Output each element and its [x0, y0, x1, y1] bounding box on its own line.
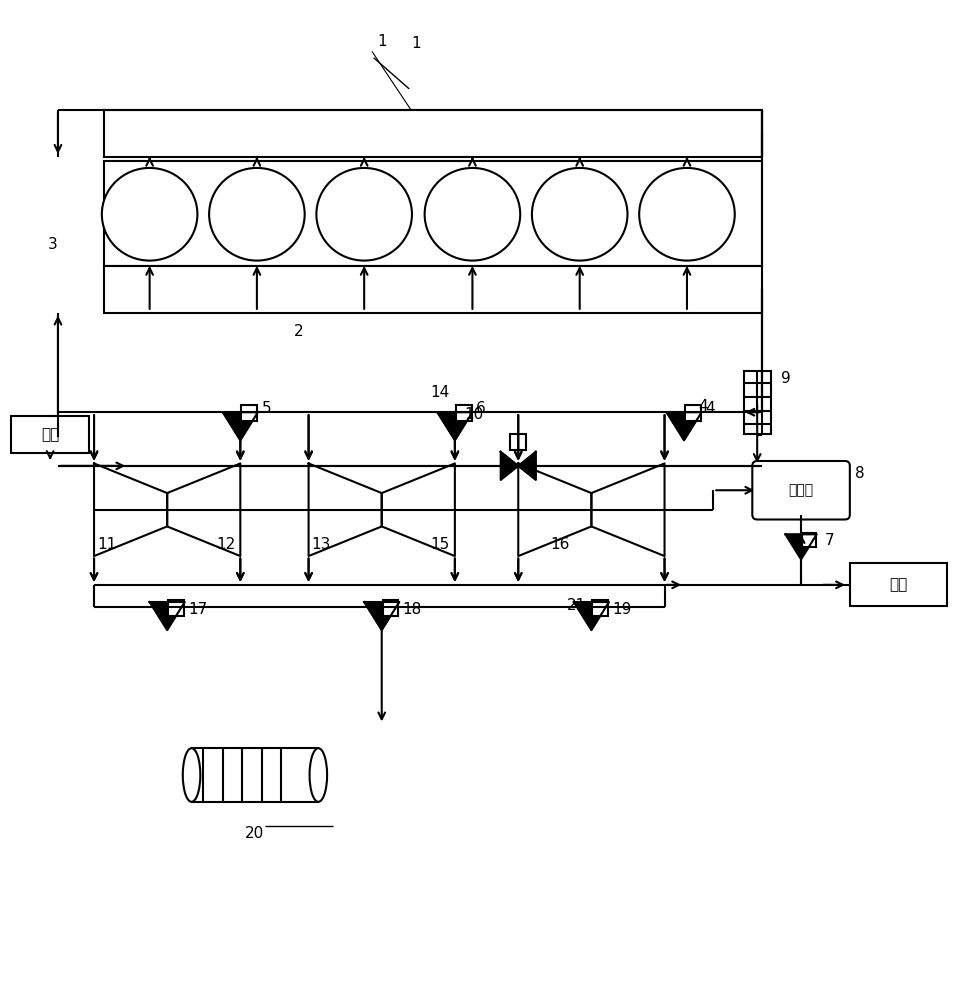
Bar — [592, 600, 608, 616]
Text: 2: 2 — [294, 324, 303, 339]
Ellipse shape — [424, 168, 520, 261]
Text: 1: 1 — [376, 34, 386, 49]
Bar — [241, 405, 257, 421]
Text: 14: 14 — [430, 385, 449, 400]
Bar — [382, 600, 398, 616]
Ellipse shape — [310, 748, 326, 802]
Text: 大气: 大气 — [888, 577, 907, 592]
Text: 19: 19 — [612, 602, 631, 617]
Text: 16: 16 — [550, 537, 570, 552]
Text: 6: 6 — [476, 401, 486, 416]
Text: 7: 7 — [824, 533, 833, 548]
Text: 4: 4 — [704, 401, 714, 416]
Text: 11: 11 — [97, 537, 116, 552]
Polygon shape — [500, 452, 518, 480]
FancyBboxPatch shape — [751, 461, 849, 520]
Bar — [104, 110, 761, 157]
FancyBboxPatch shape — [849, 563, 947, 606]
Text: 1: 1 — [410, 36, 420, 51]
Ellipse shape — [102, 168, 197, 261]
Text: 10: 10 — [463, 407, 483, 422]
Bar — [191, 748, 318, 802]
Polygon shape — [665, 412, 701, 440]
Polygon shape — [437, 412, 472, 440]
Polygon shape — [363, 602, 399, 630]
Bar — [801, 533, 815, 547]
Text: 15: 15 — [430, 537, 449, 552]
Polygon shape — [785, 534, 816, 559]
Text: 4: 4 — [698, 399, 707, 414]
Text: 3: 3 — [48, 237, 58, 252]
Ellipse shape — [183, 748, 200, 802]
Ellipse shape — [317, 168, 411, 261]
FancyBboxPatch shape — [11, 416, 89, 453]
Text: 21: 21 — [567, 598, 585, 613]
Polygon shape — [149, 602, 185, 630]
Text: 18: 18 — [403, 602, 422, 617]
Ellipse shape — [531, 168, 627, 261]
Bar — [743, 371, 770, 434]
Text: 12: 12 — [216, 537, 234, 552]
Text: 5: 5 — [261, 401, 271, 416]
Ellipse shape — [639, 168, 734, 261]
Text: 17: 17 — [188, 602, 207, 617]
Polygon shape — [573, 602, 609, 630]
Text: 8: 8 — [854, 466, 864, 481]
Text: 大气: 大气 — [41, 427, 60, 442]
Bar — [104, 266, 761, 313]
Text: 20: 20 — [245, 826, 265, 841]
Bar — [510, 434, 526, 450]
Bar — [168, 600, 184, 616]
Polygon shape — [223, 412, 258, 440]
Bar — [684, 405, 700, 421]
Polygon shape — [518, 452, 535, 480]
Bar — [104, 161, 761, 266]
Text: 9: 9 — [780, 371, 789, 386]
Text: 13: 13 — [312, 537, 330, 552]
Text: 洗涤器: 洗涤器 — [787, 483, 813, 497]
Ellipse shape — [209, 168, 305, 261]
Bar — [455, 405, 471, 421]
